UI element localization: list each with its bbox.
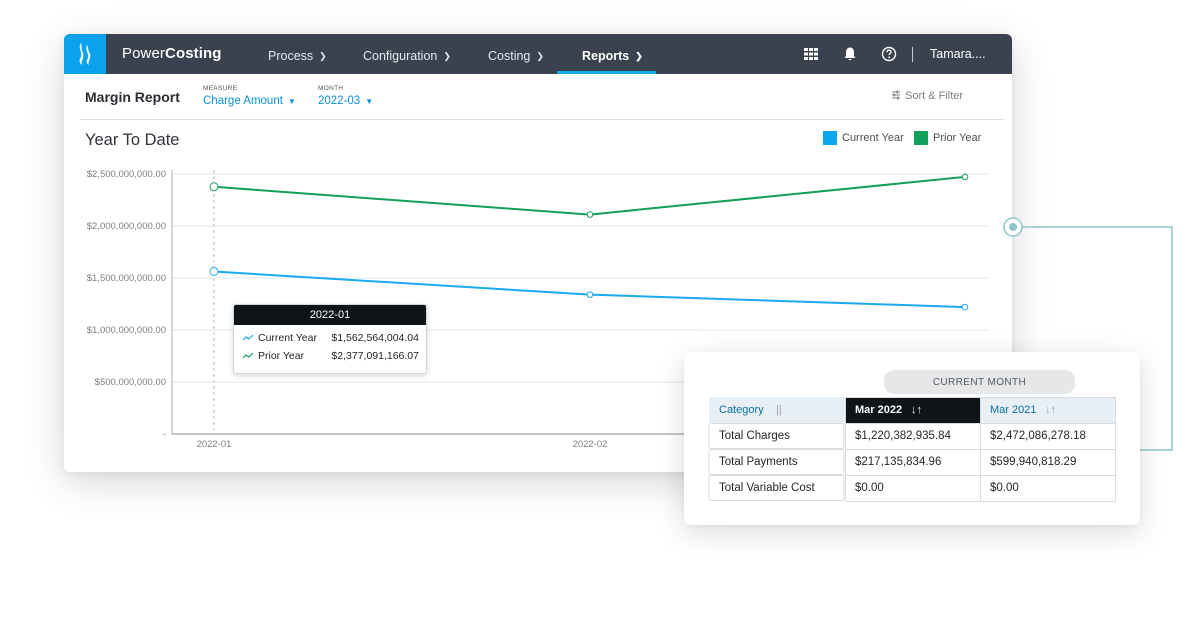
tooltip-series-value: $2,377,091,166.07: [331, 350, 419, 362]
data-point[interactable]: [586, 291, 594, 298]
legend-prior-year[interactable]: Prior Year: [914, 131, 981, 145]
chevron-down-icon: ❯: [443, 51, 451, 61]
column-header-mar-2021[interactable]: Mar 2021 ↓↑: [980, 397, 1114, 423]
table-cell-mar-2021: $2,472,086,278.18: [990, 430, 1086, 442]
tooltip-series-name: Current Year: [258, 332, 317, 344]
tooltip-header: 2022-01: [234, 305, 426, 325]
series-line-icon: [242, 334, 254, 341]
series-line-icon: [242, 352, 254, 359]
tooltip-row-prior-year: Prior Year $2,377,091,166.07: [234, 347, 426, 365]
sort-filter-button[interactable]: Sort & Filter: [891, 90, 963, 102]
y-tick-label: $1,500,000,000.00: [87, 273, 166, 284]
sliders-icon: [892, 90, 900, 100]
chart-tooltip: 2022-01 Current Year $1,562,564,004.04 P…: [233, 304, 427, 374]
nav-configuration[interactable]: Configuration ❯: [363, 34, 451, 74]
column-header-label: Mar 2022: [855, 404, 903, 416]
user-menu[interactable]: Tamara....: [930, 47, 986, 61]
app-window: PowerCosting Process ❯ Configuration ❯ Cos…: [64, 34, 1012, 472]
tooltip-row-current-year: Current Year $1,562,564,004.04: [234, 329, 426, 347]
data-point[interactable]: [209, 266, 219, 276]
current-month-table-card: CURRENT MONTH Category || Mar 2022 ↓↑ Ma…: [684, 352, 1140, 525]
category-cell-box: [708, 423, 845, 449]
y-tick-label: $2,500,000,000.00: [87, 169, 166, 180]
current-month-header: CURRENT MONTH: [884, 370, 1075, 394]
measure-value: Charge Amount: [203, 95, 283, 107]
data-point[interactable]: [209, 182, 219, 192]
table-cell-mar-2022: $1,220,382,935.84: [855, 430, 951, 442]
legend-current-year[interactable]: Current Year: [823, 131, 904, 145]
month-value: 2022-03: [318, 95, 361, 107]
table-cell-category: Total Variable Cost: [719, 482, 815, 494]
table-cell-category: Total Payments: [719, 456, 798, 468]
nav-process[interactable]: Process ❯: [268, 34, 327, 74]
tooltip-series-name: Prior Year: [258, 350, 305, 362]
nav-reports[interactable]: Reports ❯: [582, 34, 643, 74]
nav-configuration-label: Configuration: [363, 49, 438, 63]
x-tick-label: 2022-01: [197, 439, 232, 450]
y-tick-label: $1,000,000,000.00: [87, 325, 166, 336]
category-cell-box: [708, 475, 845, 501]
nav-costing-label: Costing: [488, 49, 531, 63]
header-cell-bg: [980, 397, 1115, 423]
sort-icon[interactable]: ||: [776, 404, 782, 416]
legend-swatch: [823, 131, 837, 145]
column-header-label: Mar 2021: [990, 404, 1037, 416]
y-tick-label: $500,000,000.00: [95, 377, 166, 388]
header-cell-bg: [709, 397, 845, 423]
chevron-down-icon: ❯: [319, 51, 327, 61]
month-label: MONTH: [318, 85, 344, 92]
measure-dropdown[interactable]: Charge Amount ▼: [203, 95, 296, 107]
column-header-mar-2022[interactable]: Mar 2022 ↓↑: [845, 397, 979, 423]
header-divider: [80, 119, 1004, 120]
apps-grid-icon[interactable]: [803, 46, 819, 62]
table-cell-mar-2022: $217,135,834.96: [855, 456, 942, 468]
measure-label: MEASURE: [203, 85, 238, 92]
chevron-down-icon: ▼: [365, 97, 374, 106]
y-tick-label: $2,000,000,000.00: [87, 221, 166, 232]
legend-swatch: [914, 131, 928, 145]
data-point[interactable]: [961, 173, 969, 181]
help-circle-icon[interactable]: [881, 46, 897, 62]
active-nav-indicator: [557, 71, 656, 74]
brand-name: PowerCosting: [122, 45, 222, 62]
sort-icon[interactable]: ↓↑: [911, 404, 922, 416]
top-navigation-bar: PowerCosting Process ❯ Configuration ❯ Cos…: [64, 34, 1012, 74]
sort-filter-label: Sort & Filter: [905, 90, 964, 102]
flame-logo-icon[interactable]: [64, 34, 106, 74]
y-tick-label: -: [163, 429, 166, 440]
chevron-down-icon: ❯: [536, 51, 544, 61]
chart-title: Year To Date: [85, 131, 180, 149]
nav-process-label: Process: [268, 49, 314, 63]
legend-label: Current Year: [842, 132, 904, 144]
chevron-down-icon: ❯: [635, 51, 643, 61]
topbar-divider: [912, 47, 913, 62]
page-title: Margin Report: [85, 89, 180, 105]
bell-icon[interactable]: [842, 46, 858, 62]
table-grid: [708, 397, 1116, 502]
legend-label: Prior Year: [933, 132, 982, 144]
data-point[interactable]: [586, 211, 594, 218]
table-cell-mar-2021: $0.00: [990, 482, 1019, 494]
column-header-label: Category: [719, 404, 764, 416]
nav-costing[interactable]: Costing ❯: [488, 34, 544, 74]
chevron-down-icon: ▼: [287, 97, 296, 106]
header-cell-bg-active: [845, 397, 980, 423]
category-cell-box: [708, 449, 845, 475]
table-cell-category: Total Charges: [719, 430, 790, 442]
x-tick-label: 2022-02: [573, 439, 608, 450]
data-point[interactable]: [961, 303, 969, 311]
month-dropdown[interactable]: 2022-03 ▼: [318, 95, 373, 107]
sort-icon[interactable]: ↓↑: [1045, 404, 1056, 416]
table-cell-mar-2021: $599,940,818.29: [990, 456, 1077, 468]
column-header-category[interactable]: Category ||: [709, 397, 843, 423]
tooltip-series-value: $1,562,564,004.04: [331, 332, 419, 344]
nav-reports-label: Reports: [582, 49, 630, 63]
table-cell-mar-2022: $0.00: [855, 482, 884, 494]
